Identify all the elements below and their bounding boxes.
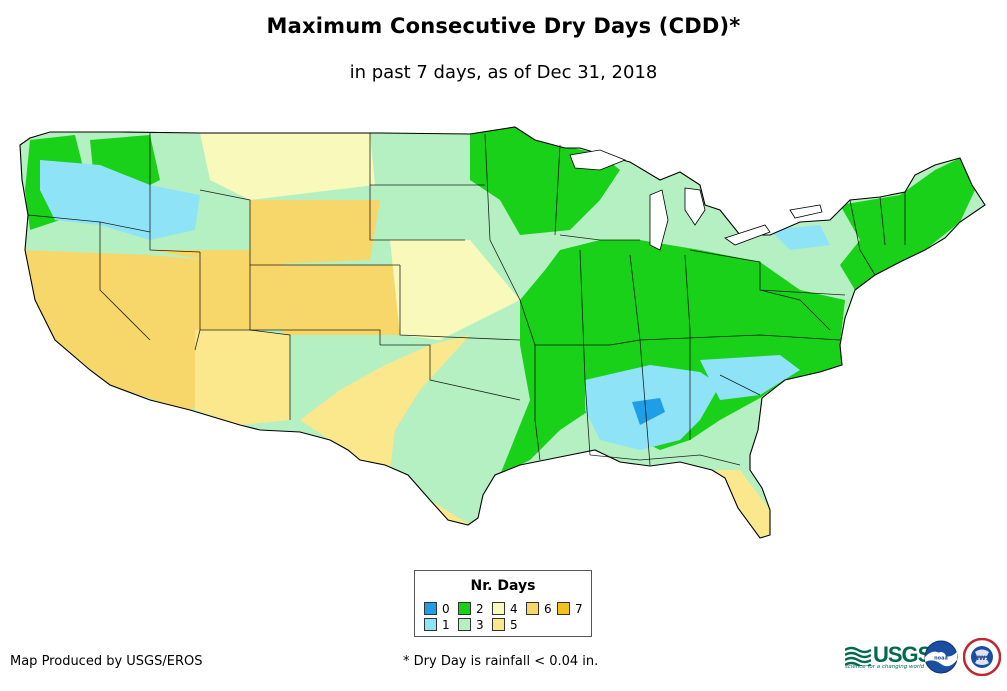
legend-swatch (424, 618, 437, 631)
lake-ontario (789, 204, 823, 219)
legend-label: 2 (476, 602, 484, 616)
legend-label: 6 (544, 602, 552, 616)
state-boundaries (27, 133, 906, 466)
region-mississippi-0 (632, 398, 665, 425)
legend: Nr. Days 0 1 2 3 4 5 6 7 (414, 570, 592, 637)
dry-day-note: * Dry Day is rainfall < 0.04 in. (403, 654, 599, 669)
legend-label: 4 (510, 602, 518, 616)
region-plains-4 (390, 240, 520, 340)
lake-huron (684, 187, 706, 226)
region-texas-5 (300, 335, 470, 525)
region-west-6 (20, 250, 205, 412)
map-subtitle: in past 7 days, as of Dec 31, 2018 (349, 62, 658, 83)
us-outline (19, 126, 986, 539)
legend-swatch (492, 618, 505, 631)
region-ohio-1 (770, 225, 830, 250)
legend-title: Nr. Days (470, 578, 536, 594)
legend-swatch (492, 602, 505, 615)
region-montana-4 (200, 133, 375, 200)
legend-swatch (526, 602, 539, 615)
region-carolina-1 (700, 355, 800, 400)
usgs-wave-icon (845, 646, 871, 666)
svg-text:noaa: noaa (934, 656, 948, 662)
usgs-wordmark: USGS (873, 642, 932, 667)
legend-item: 6 (526, 602, 552, 616)
region-east-2 (500, 240, 845, 475)
legend-item: 7 (557, 602, 583, 616)
nws-logo: NWS (963, 638, 1001, 676)
legend-label: 5 (510, 618, 518, 632)
svg-text:NWS: NWS (974, 655, 990, 662)
legend-swatch (458, 602, 471, 615)
noaa-logo: noaa (924, 640, 958, 674)
region-northeast-2 (840, 158, 975, 290)
legend-label: 0 (442, 602, 450, 616)
region-utah-6 (150, 250, 285, 330)
usgs-tagline: science for a changing world (845, 664, 925, 670)
legend-swatch (424, 602, 437, 615)
region-wyoming-6 (250, 200, 380, 265)
region-florida-5 (715, 470, 770, 538)
cdd-fill-layer (20, 127, 985, 538)
legend-item: 0 (424, 602, 450, 616)
legend-swatch (557, 602, 570, 615)
legend-item: 2 (458, 602, 484, 616)
cdd-map (19, 126, 986, 539)
legend-label: 1 (442, 618, 450, 632)
lake-superior (569, 149, 627, 171)
legend-item: 5 (492, 618, 518, 632)
lake-erie (724, 224, 771, 246)
legend-swatch (458, 618, 471, 631)
legend-label: 7 (575, 602, 583, 616)
map-title: Maximum Consecutive Dry Days (CDD)* (266, 14, 741, 38)
region-colorado-6 (250, 265, 400, 335)
region-southwest-5 (195, 330, 290, 425)
legend-item: 3 (458, 618, 484, 632)
usgs-logo: USGS science for a changing world (845, 642, 932, 673)
credit-text: Map Produced by USGS/EROS (10, 654, 203, 669)
legend-label: 3 (476, 618, 484, 632)
great-lakes (569, 149, 823, 251)
lake-michigan (649, 189, 669, 251)
legend-item: 4 (492, 602, 518, 616)
legend-item: 1 (424, 618, 450, 632)
